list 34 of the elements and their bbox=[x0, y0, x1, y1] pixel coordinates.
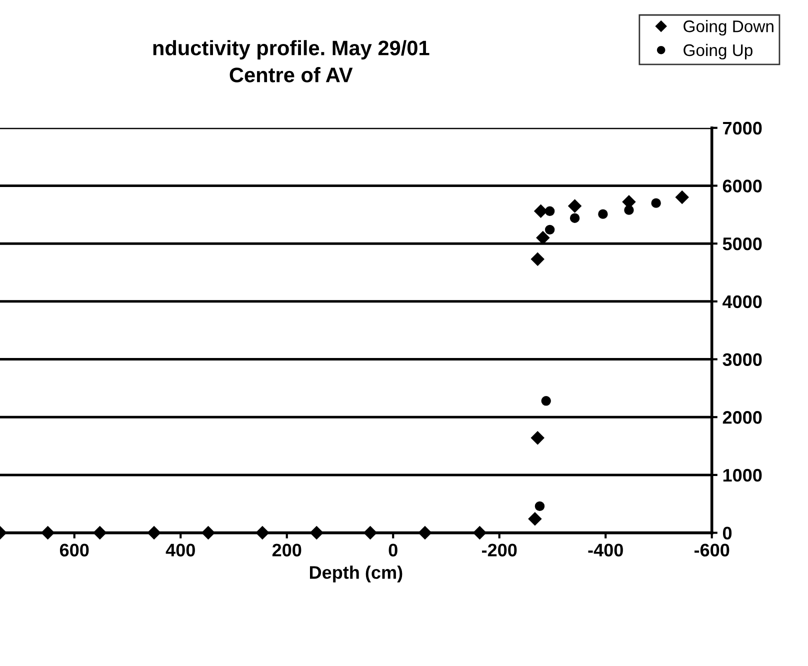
point bbox=[676, 190, 689, 204]
point bbox=[568, 199, 582, 213]
chart-title: nductivity profile. May 29/01 Centre of AV bbox=[153, 40, 430, 82]
y-tick-label: 2000 bbox=[722, 411, 762, 424]
x-tick-label: 0 bbox=[388, 544, 398, 556]
y-tick-label: 5000 bbox=[722, 238, 762, 250]
point bbox=[541, 396, 551, 406]
point bbox=[570, 213, 580, 223]
y-tick-label: 6000 bbox=[722, 180, 762, 192]
x-tick-label: 200 bbox=[272, 544, 302, 556]
point bbox=[624, 205, 634, 215]
y-tick-label: 7000 bbox=[723, 122, 762, 135]
legend-label: Going Up bbox=[684, 44, 752, 60]
x-tick-label: 400 bbox=[166, 544, 195, 556]
point bbox=[598, 209, 608, 219]
point bbox=[544, 206, 555, 216]
x-tick-label: -600 bbox=[694, 544, 730, 556]
y-tick-label: 0 bbox=[722, 526, 732, 540]
legend-label: Going Down bbox=[684, 20, 774, 36]
point bbox=[528, 512, 542, 526]
x-axis-title: Depth (cm) bbox=[310, 566, 402, 582]
point bbox=[544, 224, 555, 235]
x-tick-label: -200 bbox=[482, 544, 517, 556]
point bbox=[651, 198, 661, 208]
point bbox=[534, 501, 545, 512]
point bbox=[531, 431, 544, 445]
y-tick-label: 3000 bbox=[722, 353, 762, 366]
x-tick-label: -400 bbox=[588, 544, 623, 556]
x-tick-label: 600 bbox=[60, 544, 89, 556]
y-tick-label: 4000 bbox=[722, 295, 762, 308]
y-tick-label: 1000 bbox=[723, 468, 762, 482]
point bbox=[536, 231, 550, 244]
point bbox=[534, 204, 548, 218]
point bbox=[531, 252, 544, 266]
